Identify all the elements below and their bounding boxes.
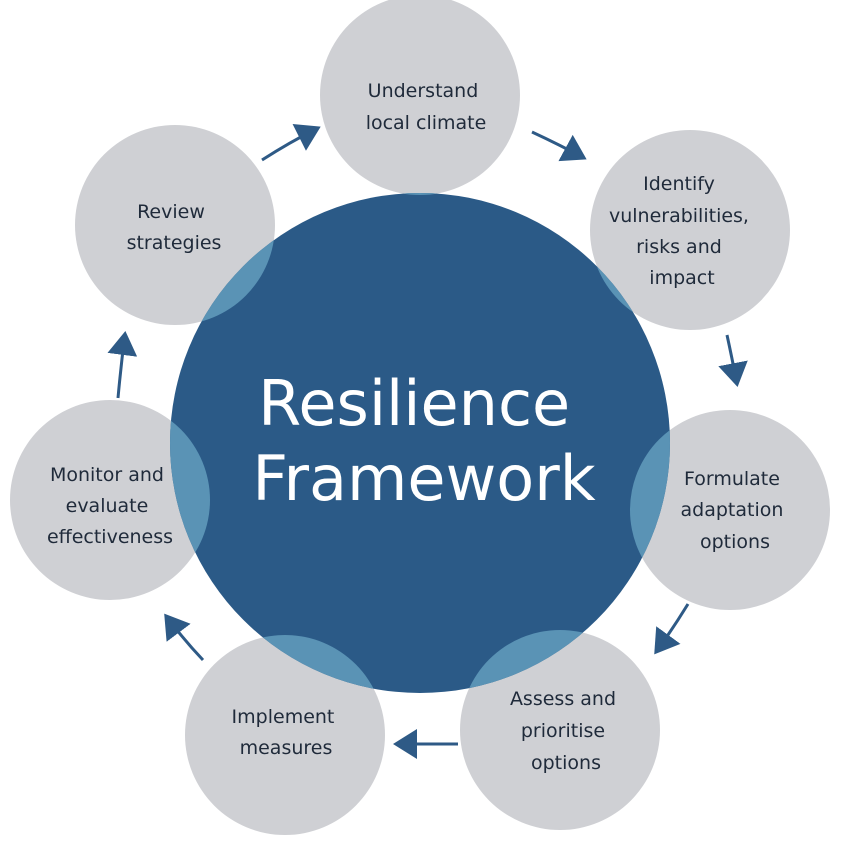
- center-title-line: Resilience: [258, 367, 570, 440]
- arrow-understand-to-identify: [531, 130, 587, 162]
- arrow-review-to-understand: [261, 123, 321, 162]
- step-label-line: options: [531, 752, 601, 774]
- step-label-line: Identify: [643, 173, 715, 195]
- step-label-line: options: [700, 531, 770, 553]
- arrow-identify-to-formulate: [718, 334, 748, 387]
- step-label-line: Implement: [232, 706, 335, 728]
- center-title-line: Framework: [252, 442, 595, 515]
- step-label-line: impact: [649, 267, 714, 289]
- step-label-line: risks and: [636, 236, 722, 258]
- step-label-formulate: Formulate adaptation options: [681, 468, 790, 553]
- step-labels: Understand local climate Identify vulner…: [47, 80, 790, 774]
- step-label-line: Monitor and: [50, 464, 164, 486]
- center-title: Resilience Framework: [252, 367, 595, 515]
- step-circle-identify: [590, 130, 790, 330]
- step-label-line: prioritise: [521, 720, 605, 742]
- step-label-line: Assess and: [510, 688, 616, 710]
- arrow-implement-to-monitor: [164, 613, 205, 662]
- step-label-identify: Identify vulnerabilities, risks and impa…: [609, 173, 755, 289]
- step-label-understand: Understand local climate: [366, 80, 487, 134]
- step-label-line: local climate: [366, 112, 487, 134]
- step-circle-understand: [320, 0, 520, 195]
- step-label-line: measures: [240, 737, 333, 759]
- step-circles: [10, 0, 830, 835]
- center-circle: [170, 193, 670, 693]
- step-label-line: Understand: [368, 80, 479, 102]
- step-circle-monitor: [10, 400, 210, 600]
- step-label-line: strategies: [127, 232, 222, 254]
- step-label-assess: Assess and prioritise options: [510, 688, 622, 774]
- cycle-arrows: [107, 123, 748, 759]
- step-label-line: Review: [137, 201, 205, 223]
- step-circle-review: [75, 125, 275, 325]
- step-label-implement: Implement measures: [232, 706, 341, 759]
- step-circle-formulate: [630, 410, 830, 610]
- arrow-monitor-to-review: [107, 331, 138, 399]
- step-circle-assess: [460, 630, 660, 830]
- step-circle-implement: [185, 635, 385, 835]
- step-label-monitor: Monitor and evaluate effectiveness: [47, 464, 173, 548]
- step-label-review: Review strategies: [127, 201, 222, 254]
- step-label-line: vulnerabilities,: [609, 205, 749, 227]
- arrow-formulate-to-assess: [654, 603, 690, 655]
- step-label-line: Formulate: [684, 468, 780, 490]
- step-label-line: effectiveness: [47, 526, 173, 548]
- step-label-line: adaptation: [681, 499, 784, 521]
- step-label-line: evaluate: [66, 495, 149, 517]
